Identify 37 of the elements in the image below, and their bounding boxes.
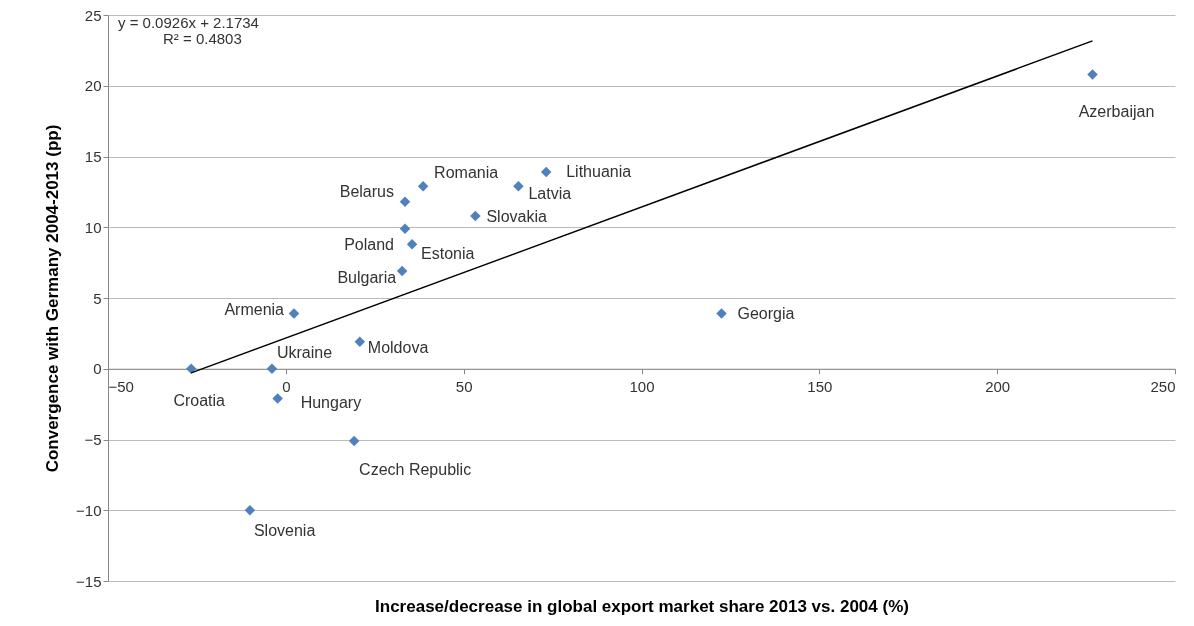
y-tick-label: −10 — [76, 501, 102, 519]
x-tick-label: 0 — [282, 378, 291, 396]
y-tick-label: 10 — [84, 218, 102, 236]
annotation: Belarus — [339, 182, 394, 200]
y-tick-label: 20 — [84, 77, 102, 95]
y-tick-label: 0 — [93, 360, 102, 378]
y-tick-label: 25 — [84, 6, 102, 24]
annotation: Poland — [344, 235, 394, 253]
annotation: Czech Republic — [359, 460, 472, 478]
annotation: Georgia — [737, 304, 795, 322]
y-tick-label: 5 — [93, 289, 102, 307]
x-tick-label: 250 — [1150, 378, 1176, 396]
annotation: Slovenia — [253, 522, 316, 540]
annotation: Ukraine — [276, 343, 333, 361]
annotation: Slovakia — [486, 207, 547, 225]
x-tick-label: 100 — [629, 378, 655, 396]
y-tick-label: −5 — [84, 431, 102, 448]
annotation: y = 0.0926x + 2.1734 — [118, 14, 259, 31]
annotation: Azerbaijan — [1078, 103, 1155, 121]
annotation: R² = 0.4803 — [163, 30, 242, 47]
x-tick-label: −50 — [108, 378, 134, 396]
x-tick-label: 50 — [455, 378, 473, 396]
annotation: Bulgaria — [337, 269, 397, 287]
y-axis-title: Convergence with Germany 2004-2013 (pp) — [43, 124, 63, 473]
annotation: Croatia — [173, 391, 226, 409]
y-tick-label: −15 — [76, 572, 102, 590]
annotation: Lithuania — [566, 163, 632, 181]
x-tick-label: 150 — [807, 378, 833, 396]
annotation: Estonia — [421, 245, 475, 263]
annotation: Armenia — [224, 300, 285, 318]
annotation: Latvia — [528, 185, 572, 203]
x-axis-title: Increase/decrease in global export market share 2013 vs. 2004 (%) — [375, 596, 909, 616]
y-tick-label: 15 — [84, 148, 102, 165]
annotation: Moldova — [367, 338, 429, 356]
annotation: Romania — [434, 164, 499, 182]
annotation: Hungary — [300, 394, 362, 412]
x-tick-label: 200 — [985, 378, 1011, 396]
